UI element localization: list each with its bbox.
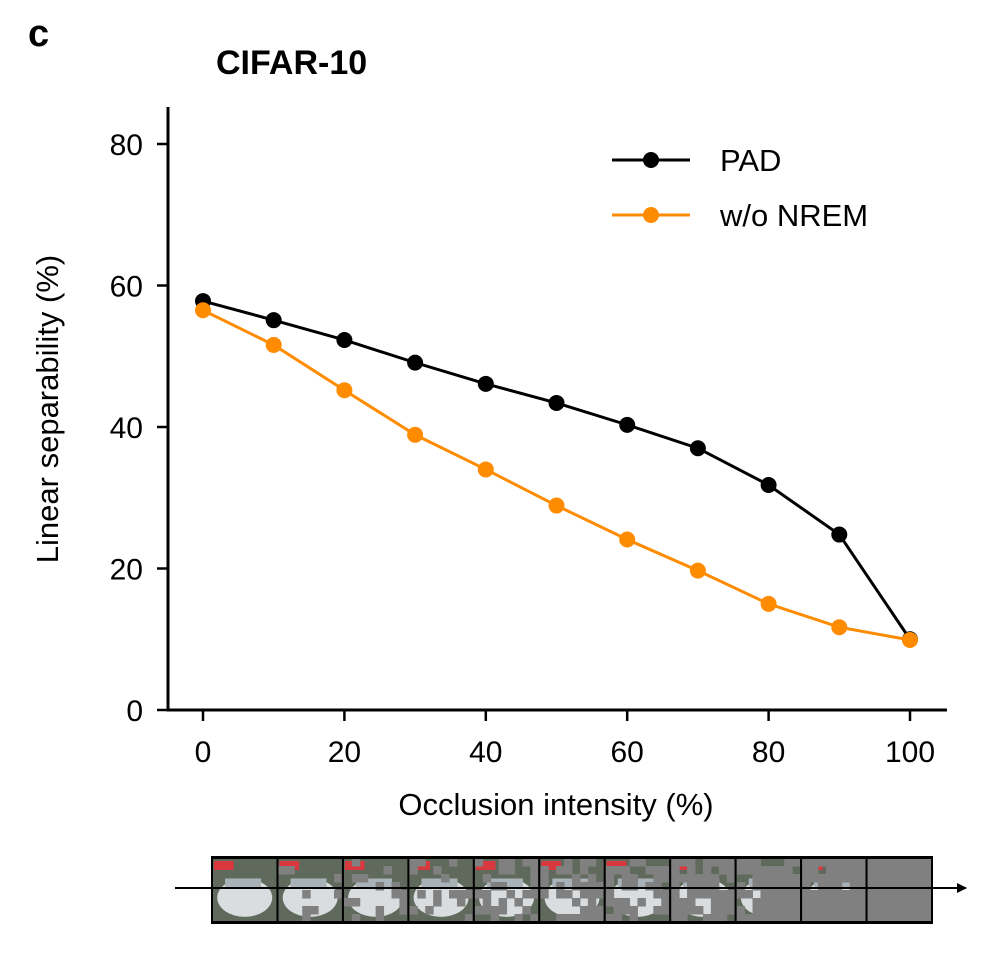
occlusion-thumbnail bbox=[276, 857, 344, 923]
data-point-w-o-nrem bbox=[689, 562, 706, 579]
data-point-pad bbox=[831, 526, 848, 543]
legend-label-pad: PAD bbox=[720, 143, 781, 178]
x-tick-label: 20 bbox=[328, 736, 361, 769]
data-point-w-o-nrem bbox=[195, 302, 211, 319]
data-point-pad bbox=[619, 416, 636, 433]
legend-label-wo-nrem: w/o NREM bbox=[719, 198, 868, 233]
data-point-w-o-nrem bbox=[477, 461, 494, 478]
panel-label: c bbox=[28, 13, 49, 55]
occlusion-thumbnail bbox=[341, 857, 410, 923]
data-point-w-o-nrem bbox=[548, 497, 565, 514]
data-point-w-o-nrem bbox=[619, 531, 636, 548]
y-axis-label: Linear separability (%) bbox=[30, 255, 65, 563]
occlusion-thumbnail bbox=[603, 857, 672, 923]
y-tick-label: 20 bbox=[110, 554, 143, 587]
data-point-pad bbox=[548, 394, 565, 411]
x-tick-label: 40 bbox=[469, 736, 502, 769]
data-point-pad bbox=[265, 312, 282, 329]
x-tick-label: 80 bbox=[752, 736, 785, 769]
x-tick-label: 60 bbox=[611, 736, 644, 769]
y-tick-label: 0 bbox=[126, 695, 143, 728]
data-point-w-o-nrem bbox=[902, 631, 918, 648]
series-line-pad bbox=[202, 299, 912, 641]
occlusion-thumbnail bbox=[472, 857, 541, 923]
occlusion-thumbnail bbox=[669, 857, 737, 923]
series-line-w-o-nrem bbox=[202, 308, 911, 642]
data-point-pad bbox=[336, 331, 353, 348]
occlusion-thumbnail bbox=[407, 857, 475, 923]
y-tick-label: 40 bbox=[110, 412, 143, 445]
series-layer bbox=[195, 293, 918, 648]
data-point-w-o-nrem bbox=[407, 426, 424, 443]
data-point-pad bbox=[477, 375, 494, 392]
occlusion-thumbnail bbox=[211, 857, 279, 923]
chart-title: CIFAR-10 bbox=[216, 44, 367, 82]
axes bbox=[166, 107, 947, 712]
y-tick-label: 60 bbox=[110, 271, 143, 304]
occlusion-strip bbox=[175, 856, 967, 924]
data-point-pad bbox=[407, 354, 424, 371]
legend: PAD w/o NREM bbox=[612, 143, 868, 233]
occlusion-thumbnail bbox=[865, 857, 934, 923]
data-point-w-o-nrem bbox=[760, 595, 777, 612]
occlusion-thumbnail bbox=[734, 857, 803, 923]
data-point-pad bbox=[689, 440, 706, 457]
occlusion-thumbnail bbox=[538, 857, 606, 923]
occlusion-thumbnail bbox=[800, 857, 868, 923]
data-point-w-o-nrem bbox=[265, 336, 282, 353]
data-point-pad bbox=[760, 477, 777, 494]
data-point-w-o-nrem bbox=[336, 382, 353, 399]
x-tick-label: 0 bbox=[195, 736, 212, 769]
legend-marker-pad bbox=[643, 152, 659, 168]
y-tick-label: 80 bbox=[110, 129, 143, 162]
data-point-w-o-nrem bbox=[831, 619, 848, 636]
ticks: 0 20 40 60 80 100 0 20 40 60 80 bbox=[110, 129, 935, 769]
x-tick-label: 100 bbox=[885, 736, 935, 769]
legend-marker-wo-nrem bbox=[643, 207, 659, 223]
x-axis-label: Occlusion intensity (%) bbox=[398, 787, 713, 822]
